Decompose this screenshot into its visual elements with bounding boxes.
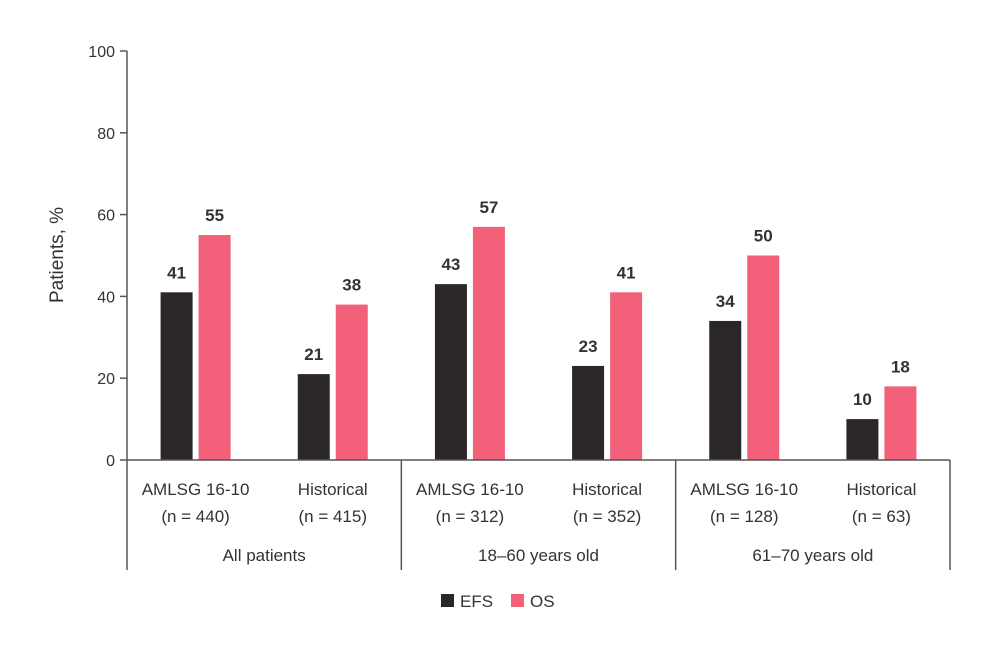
y-axis: 0 20 40 60 80 100 (88, 44, 128, 470)
data-label-os: 18 (891, 357, 910, 376)
data-label-efs: 41 (167, 263, 186, 282)
bar-os (198, 235, 231, 460)
x-axis: AMLSG 16-10 (n = 440) Historical (n = 415) A… (126, 459, 951, 570)
y-tick-label: 20 (97, 371, 115, 388)
data-label-efs: 10 (853, 390, 872, 409)
data-label-efs: 23 (579, 337, 598, 356)
data-label-os: 55 (205, 206, 224, 225)
category-n-label: (n = 415) (298, 507, 367, 526)
category-n-label: (n = 63) (852, 507, 911, 526)
category-label: Historical (298, 480, 368, 499)
legend-swatch-efs (441, 594, 454, 607)
bar-efs (572, 365, 605, 460)
legend-label-os: OS (530, 592, 555, 611)
y-tick-label: 60 (97, 208, 115, 225)
data-label-os: 38 (342, 276, 361, 295)
bar-efs (297, 374, 330, 460)
data-label-efs: 43 (441, 255, 460, 274)
bars: 41 55 21 38 43 57 23 41 34 50 10 18 (160, 198, 917, 460)
bar-efs (709, 320, 742, 460)
category-label: AMLSG 16-10 (416, 480, 524, 499)
y-tick-label: 100 (88, 44, 115, 61)
bar-efs (160, 292, 193, 460)
bar-os (884, 386, 917, 460)
category-label: AMLSG 16-10 (142, 480, 250, 499)
category-label: AMLSG 16-10 (690, 480, 798, 499)
bar-os (747, 255, 780, 460)
group-label: 61–70 years old (752, 546, 873, 565)
group-label: 18–60 years old (478, 546, 599, 565)
legend-label-efs: EFS (460, 592, 493, 611)
legend-swatch-os (511, 594, 524, 607)
bar-os (472, 226, 505, 460)
y-tick-label: 0 (106, 453, 115, 470)
category-n-label: (n = 440) (161, 507, 230, 526)
data-label-os: 41 (617, 263, 636, 282)
data-label-efs: 34 (716, 292, 735, 311)
bar-os (335, 304, 368, 460)
group-label: All patients (223, 546, 306, 565)
category-n-label: (n = 312) (436, 507, 505, 526)
category-n-label: (n = 352) (573, 507, 642, 526)
data-label-efs: 21 (304, 345, 323, 364)
bar-efs (434, 284, 467, 460)
category-label: Historical (846, 480, 916, 499)
data-label-os: 57 (479, 198, 498, 217)
category-n-label: (n = 128) (710, 507, 779, 526)
y-axis-label: Patients, % (47, 207, 68, 303)
bar-efs (846, 419, 879, 460)
data-label-os: 50 (754, 227, 773, 246)
y-tick-label: 40 (97, 289, 115, 306)
category-label: Historical (572, 480, 642, 499)
bar-os (610, 292, 643, 460)
legend: EFS OS (441, 592, 555, 611)
y-tick-label: 80 (97, 126, 115, 143)
